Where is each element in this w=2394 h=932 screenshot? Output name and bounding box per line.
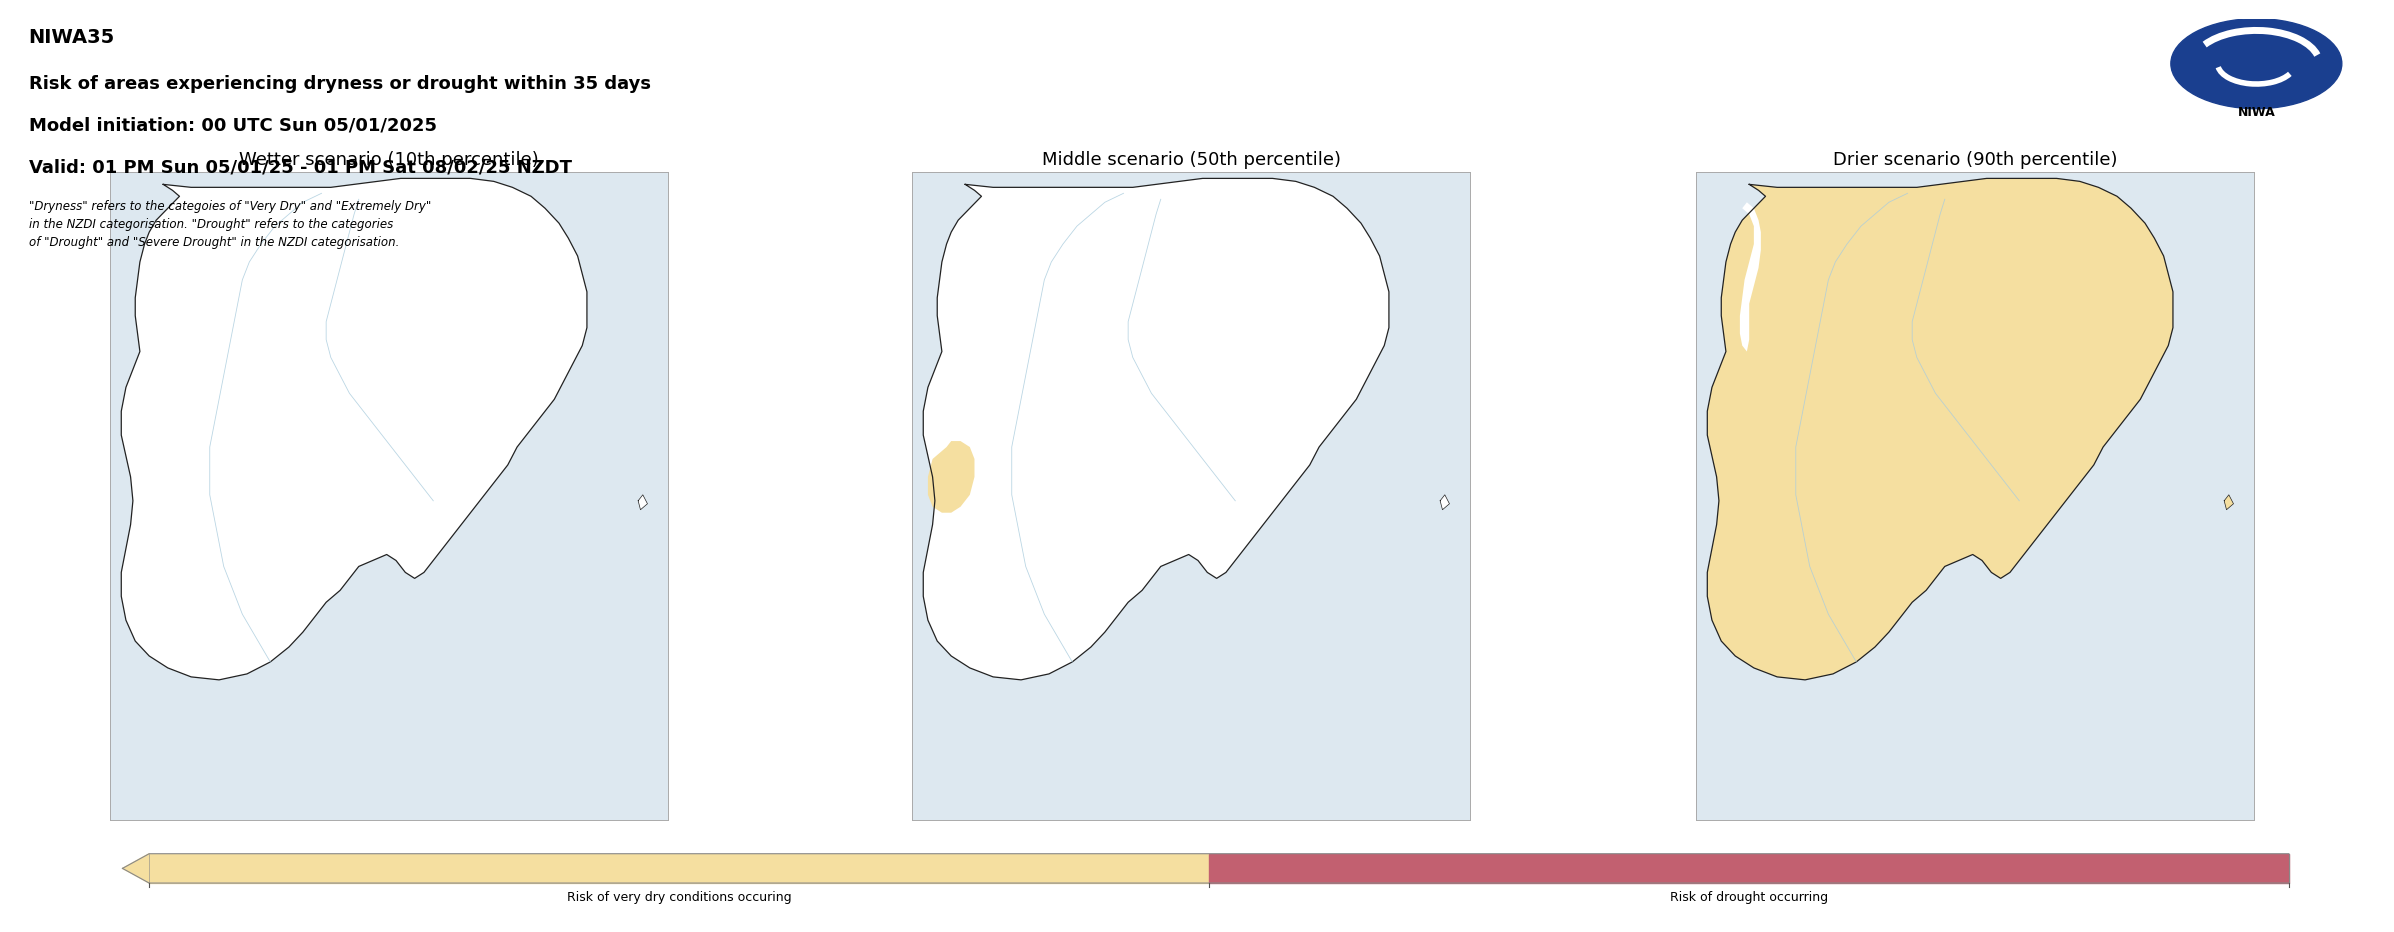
Polygon shape: [1209, 854, 2289, 884]
Circle shape: [2171, 19, 2341, 109]
Text: Risk of areas experiencing dryness or drought within 35 days: Risk of areas experiencing dryness or dr…: [29, 75, 651, 92]
Text: NIWA: NIWA: [2238, 106, 2274, 119]
Text: Risk of very dry conditions occuring: Risk of very dry conditions occuring: [567, 891, 792, 904]
Text: Risk of drought occurring: Risk of drought occurring: [1669, 891, 1829, 904]
Title: Middle scenario (50th percentile): Middle scenario (50th percentile): [1041, 152, 1341, 170]
Polygon shape: [1740, 202, 1762, 351]
Polygon shape: [122, 178, 587, 679]
Text: Valid: 01 PM Sun 05/01/25 - 01 PM Sat 08/02/25 NZDT: Valid: 01 PM Sun 05/01/25 - 01 PM Sat 08…: [29, 158, 572, 176]
Polygon shape: [924, 178, 1389, 679]
Polygon shape: [2224, 495, 2234, 510]
Polygon shape: [639, 495, 646, 510]
Polygon shape: [148, 854, 1209, 884]
Polygon shape: [122, 854, 148, 884]
Title: Drier scenario (90th percentile): Drier scenario (90th percentile): [1834, 152, 2116, 170]
Title: Wetter scenario (10th percentile): Wetter scenario (10th percentile): [239, 152, 539, 170]
Polygon shape: [1441, 495, 1448, 510]
Text: NIWA35: NIWA35: [29, 28, 115, 47]
Polygon shape: [929, 441, 974, 513]
Polygon shape: [1707, 178, 2174, 679]
Text: "Dryness" refers to the categoies of "Very Dry" and "Extremely Dry"
in the NZDI : "Dryness" refers to the categoies of "Ve…: [29, 200, 431, 250]
Text: Model initiation: 00 UTC Sun 05/01/2025: Model initiation: 00 UTC Sun 05/01/2025: [29, 116, 436, 134]
